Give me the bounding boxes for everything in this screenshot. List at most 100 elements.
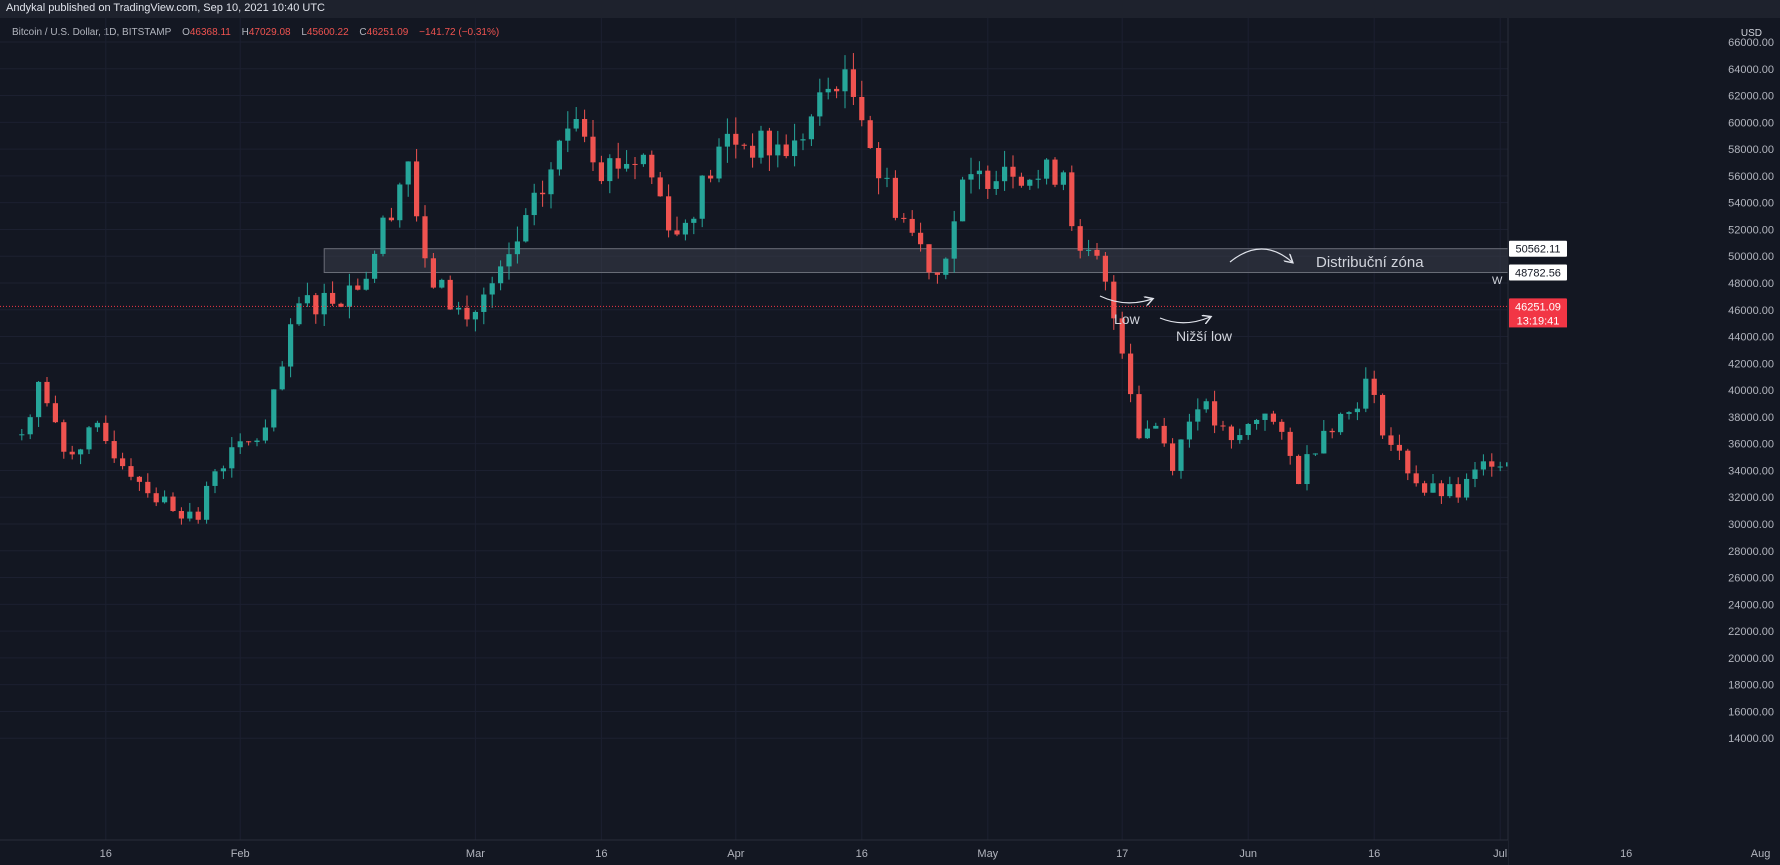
candle-body [850,69,856,97]
price-chart[interactable]: Distribuční zóna Low Nižší low W USD 14000.0… [0,18,1780,865]
candle-body [993,181,999,189]
candle-body [531,192,537,216]
candle-body [808,116,814,140]
open-value: 46368.11 [189,27,231,38]
candle-body [271,389,277,428]
candle-body [892,177,898,218]
candle-body [758,130,764,158]
y-tick-label: 32000.00 [1728,492,1774,504]
x-tick-label: Aug [1751,848,1771,860]
candle-body [178,511,184,519]
candle-body [414,161,420,217]
candle-body [145,481,151,494]
price-axis[interactable]: USD 14000.00 16000.00 18000.00 20000.00 22000… [1507,18,1780,865]
candle-body [111,441,117,459]
candle-body [1228,426,1234,441]
candle-body [640,154,646,165]
candle-body [1312,453,1318,455]
publish-bar: Andykal published on TradingView.com, Se… [0,0,1780,18]
time-axis[interactable]: 16FebMar16Apr16May17Jun16Jul16Aug16Sep16… [0,839,1780,865]
distribution-zone [323,248,1780,274]
candle-body [1136,394,1142,439]
candle-body [1220,425,1226,427]
candle-body [1010,166,1016,177]
candle-body [330,292,336,304]
candle-body [876,147,882,179]
candle-body [666,196,672,231]
candle-body [884,177,890,179]
candle-body [918,232,924,245]
candle-body [1497,466,1503,468]
candle-body [1002,166,1008,182]
candle-body [708,175,714,179]
lower-low-arrow [1159,317,1210,323]
candle-body [867,120,873,148]
candle-body [1388,435,1394,445]
candle-body [355,285,361,290]
close-value: 46251.09 [366,27,409,38]
candle-body [204,485,210,520]
candle-body [346,285,352,307]
candle-body [951,221,957,259]
y-tick-label: 22000.00 [1728,626,1774,638]
close-label: C [359,27,367,38]
candle-body [405,161,411,185]
symbol-name[interactable]: Bitcoin / U.S. Dollar, 1D, BITSTAMP [12,27,172,38]
candle-body [724,133,730,147]
candle-body [86,427,92,450]
candle-body [388,217,394,221]
candle-body [195,511,201,520]
candle-body [1262,413,1268,420]
candle-body [1254,419,1260,425]
candle-body [657,177,663,197]
candle-body [1111,281,1117,319]
candle-body [523,215,529,242]
candle-body [691,218,697,223]
candle-body [1363,378,1369,409]
candle-body [246,441,252,443]
candle-body [19,434,25,436]
candle-body [464,307,470,320]
candle-body [1405,450,1411,474]
y-tick-label: 54000.00 [1728,198,1774,210]
candle-body [834,88,840,92]
annotations: Distribuční zóna Low Nižší low W [1099,248,1503,344]
candle-body [960,179,966,222]
candle-body [220,468,226,472]
x-tick-label: Apr [727,848,744,860]
candle-body [825,88,831,93]
y-tick-label: 24000.00 [1728,599,1774,611]
candle-body [397,184,403,221]
candle-body [682,222,688,235]
candle-body [783,144,789,157]
w-label: W [1492,275,1503,287]
candle-body [44,381,50,404]
candle-body [842,69,848,92]
candle-body [800,139,806,141]
candle-body [775,144,781,156]
candle-body [624,163,630,169]
change-value: −141.72 (−0.31%) [419,27,500,38]
candle-body [556,140,562,170]
y-tick-label: 44000.00 [1728,332,1774,344]
candle-body [1438,483,1444,497]
candle-body [1296,455,1302,485]
y-tick-label: 52000.00 [1728,224,1774,236]
candle-body [489,283,495,295]
candle-body [985,170,991,189]
zone-arrow [1229,248,1292,262]
candle-body [1052,159,1058,185]
candle-body [78,449,84,455]
candle-body [565,128,571,141]
candle-body [1338,413,1344,433]
candle-body [456,307,462,310]
candle-body [741,144,747,146]
candle-body [1413,473,1419,484]
candle-body [430,258,436,288]
candle-body [1144,428,1150,439]
candle-body [1186,421,1192,440]
candle-body [422,216,428,259]
candle-body [1094,249,1100,256]
candle-body [162,496,168,503]
candle-body [1455,484,1461,498]
